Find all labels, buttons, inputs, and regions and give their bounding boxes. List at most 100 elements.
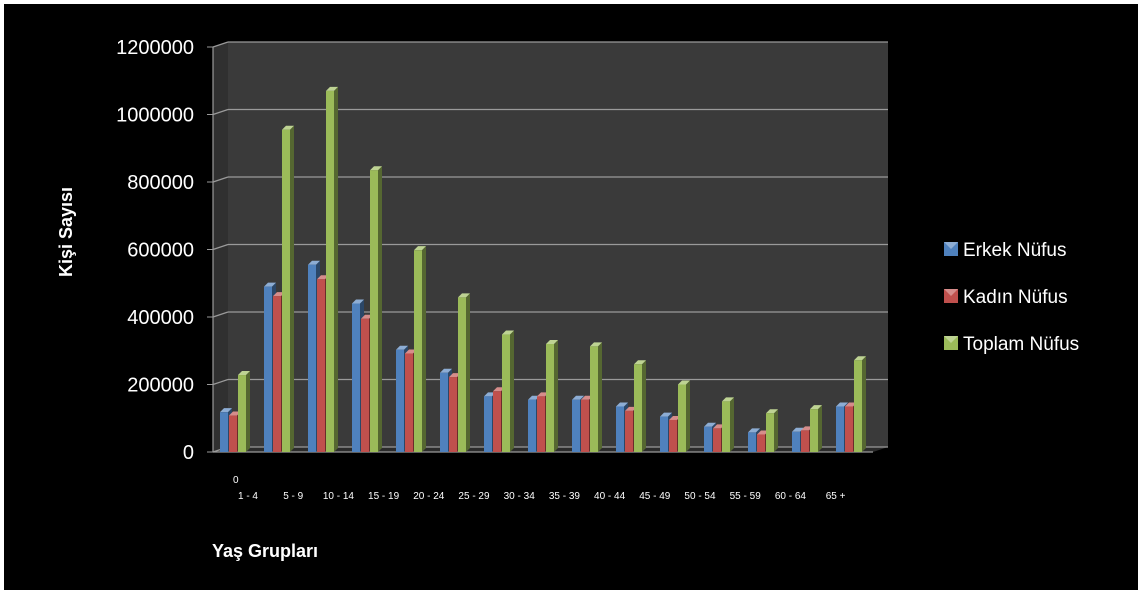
gridline-side xyxy=(212,378,229,386)
bar xyxy=(810,405,822,452)
bar-top xyxy=(678,380,690,385)
bar xyxy=(634,360,646,452)
bar-front xyxy=(449,377,457,452)
bar-top xyxy=(704,422,716,427)
bar-front xyxy=(704,426,712,452)
gridline-side xyxy=(212,311,229,318)
bar-front xyxy=(810,409,818,452)
bar-front xyxy=(546,344,554,452)
bar-top xyxy=(352,299,364,304)
y-tick-label: 1000000 xyxy=(116,105,194,127)
bar xyxy=(502,330,514,452)
x-tick-label: 60 - 64 xyxy=(775,491,807,502)
bar-front xyxy=(317,279,325,452)
bar-front xyxy=(845,406,853,452)
bar-front xyxy=(801,430,809,452)
legend-item: Toplam Nüfus xyxy=(944,334,1079,355)
bar-front xyxy=(625,410,633,452)
bar-side xyxy=(554,340,558,452)
gridline-side xyxy=(212,243,229,251)
y-tick-label: 200000 xyxy=(127,375,194,397)
x-tick-label: 40 - 44 xyxy=(594,491,626,502)
bar-top xyxy=(854,356,866,361)
x-tick-label: 1 - 4 xyxy=(238,491,258,502)
bar-front xyxy=(572,399,580,452)
bar-side xyxy=(422,246,426,452)
legend-item: Erkek Nüfus xyxy=(944,240,1066,261)
x-tick-label: 45 - 49 xyxy=(639,491,671,502)
bar-front xyxy=(669,419,677,452)
legend-swatch-highlight xyxy=(944,289,958,296)
bar-front xyxy=(282,129,290,452)
bar-side xyxy=(466,293,470,452)
bar-front xyxy=(352,303,360,452)
bar-front xyxy=(484,396,492,452)
y-tick-label: 400000 xyxy=(127,307,194,329)
y-axis-title: Kişi Sayısı xyxy=(56,187,76,277)
bar-top xyxy=(836,402,848,407)
bars xyxy=(220,86,866,452)
bar-front xyxy=(405,353,413,452)
bar-top xyxy=(766,409,778,414)
bar xyxy=(370,166,382,452)
legend: Erkek Nüfus Kadın Nüfus Toplam Nüfus xyxy=(944,240,1079,355)
bar-front xyxy=(722,401,730,452)
bar-front xyxy=(854,360,862,452)
bar xyxy=(590,342,602,452)
bar-front xyxy=(361,318,369,452)
bar-front xyxy=(396,349,404,452)
bar-side xyxy=(774,409,778,452)
y-tick-label: 800000 xyxy=(127,172,194,194)
bar-front xyxy=(273,296,281,452)
bar-front xyxy=(660,416,668,452)
bar xyxy=(546,340,558,452)
bar-side xyxy=(246,371,250,452)
bar-front xyxy=(528,399,536,452)
bar-top xyxy=(370,166,382,171)
bar-side xyxy=(334,86,338,452)
bar xyxy=(238,371,250,452)
y-tick-label: 1200000 xyxy=(116,37,194,59)
bar-top xyxy=(660,412,672,417)
bar-top xyxy=(458,293,470,298)
bar-front xyxy=(634,364,642,452)
bar-front xyxy=(458,297,466,452)
bar xyxy=(282,125,294,452)
bar xyxy=(414,246,426,452)
bar-top xyxy=(220,408,232,413)
bar xyxy=(766,409,778,452)
bar-front xyxy=(537,396,545,452)
bar-top xyxy=(502,330,514,335)
x-tick-label: 55 - 59 xyxy=(730,491,762,502)
legend-label: Kadın Nüfus xyxy=(963,287,1068,308)
bar-front xyxy=(220,412,228,452)
gridline-side xyxy=(212,176,229,183)
bar-front xyxy=(836,406,844,452)
bar-front xyxy=(229,415,237,452)
bar-side xyxy=(598,342,602,452)
bar-front xyxy=(238,375,246,452)
y-tick-label: 0 xyxy=(183,442,194,464)
bar xyxy=(458,293,470,452)
x-tick-label: 65 + xyxy=(826,491,846,502)
bar-top xyxy=(326,86,338,91)
bar-top xyxy=(264,282,276,287)
bar xyxy=(854,356,866,452)
bar-top xyxy=(572,395,584,400)
bar-side xyxy=(862,356,866,452)
bar-side xyxy=(378,166,382,452)
bar-front xyxy=(440,372,448,452)
bar-top xyxy=(616,402,628,407)
bar-front xyxy=(590,346,598,452)
x-tick-label: 0 xyxy=(233,475,239,486)
legend-label: Toplam Nüfus xyxy=(963,334,1079,355)
bar-side xyxy=(730,397,734,452)
bar-top xyxy=(396,345,408,350)
bar-front xyxy=(581,399,589,452)
x-axis-title: Yaş Grupları xyxy=(212,541,318,561)
bar-front xyxy=(713,428,721,452)
bar-front xyxy=(678,384,686,452)
bar-top xyxy=(634,360,646,365)
bar-top xyxy=(440,368,452,373)
